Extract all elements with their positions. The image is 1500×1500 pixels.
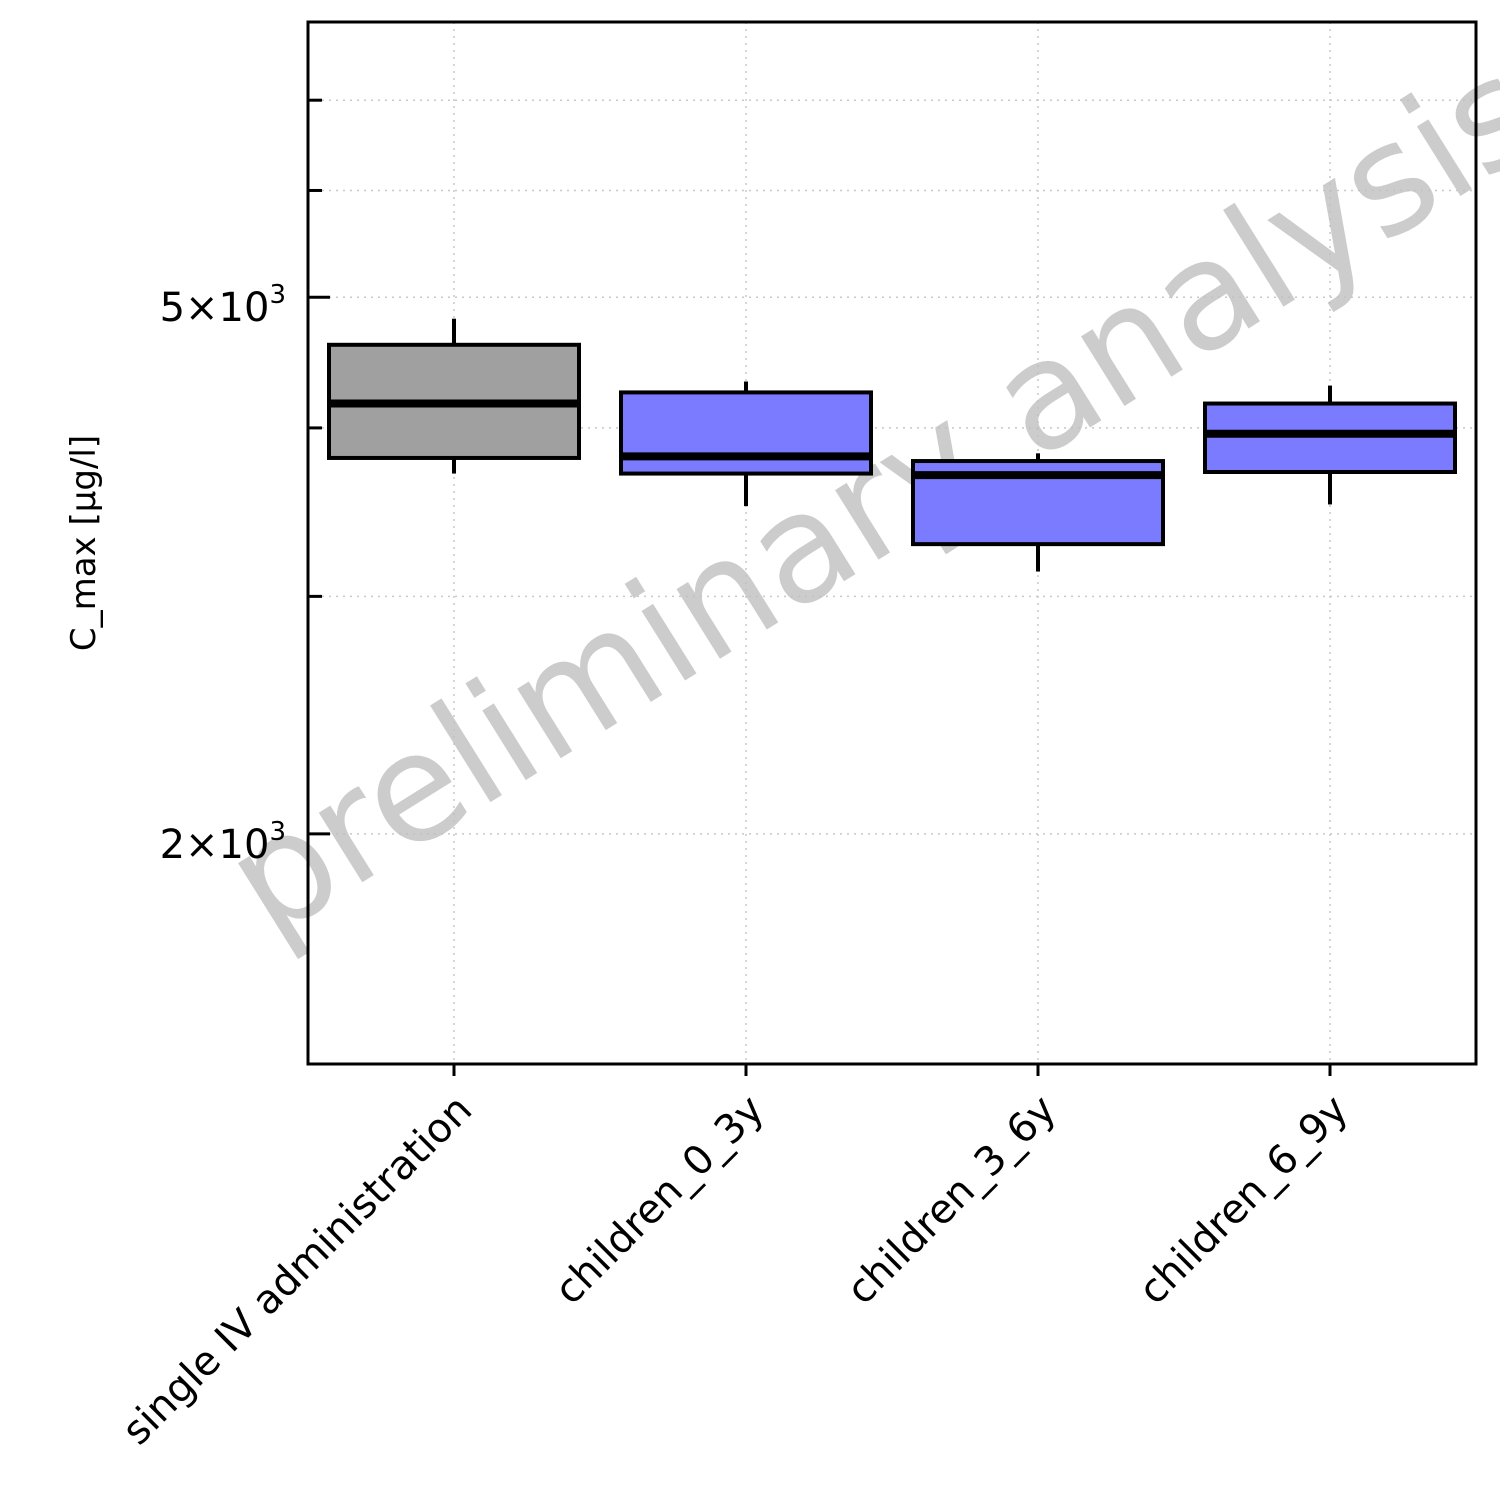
y-tick-label: 2×103 — [160, 817, 286, 868]
box-3 — [911, 453, 1165, 572]
boxes — [327, 318, 1457, 572]
plot-frame — [306, 20, 1478, 1066]
box-body — [619, 390, 873, 476]
x-tick-label: children_6_9y — [1130, 1087, 1357, 1314]
x-axis-ticks: single IV administration children_0_3y chi… — [114, 1064, 1357, 1454]
box-4 — [1203, 385, 1457, 505]
box-1 — [327, 318, 581, 474]
y-axis-title: C_max [µg/l] — [64, 435, 104, 651]
y-axis-ticks: 2×103 5×103 — [160, 20, 330, 868]
x-tick-label: single IV administration — [114, 1087, 481, 1454]
box-2 — [619, 381, 873, 507]
y-tick-label: 5×103 — [160, 280, 286, 331]
watermark-layer: preliminary analysis — [197, 23, 1500, 970]
x-tick-label: children_3_6y — [838, 1087, 1065, 1314]
x-tick-label: children_0_3y — [546, 1087, 773, 1314]
watermark-text: preliminary analysis — [197, 23, 1500, 970]
